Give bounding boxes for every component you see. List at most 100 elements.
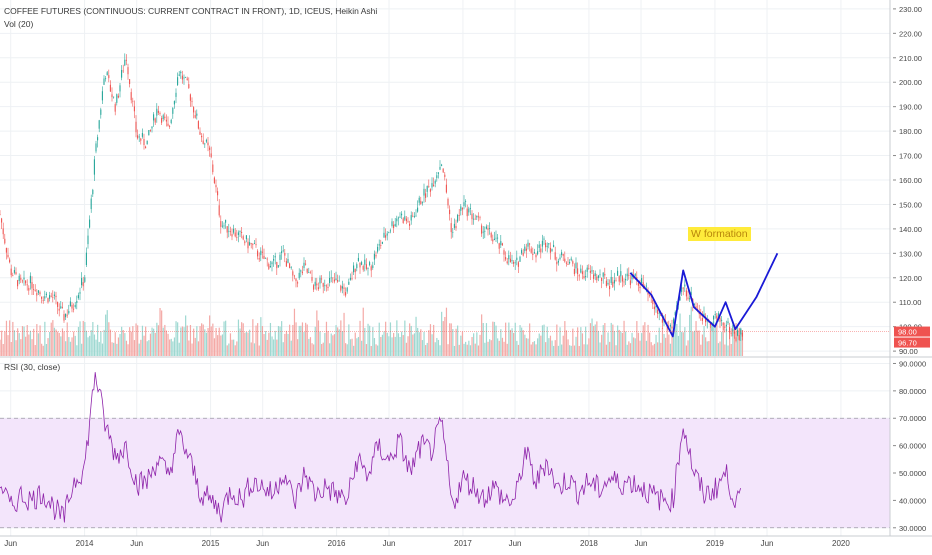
chart-title: COFFEE FUTURES (CONTINUOUS: CURRENT CONT… [4, 6, 378, 16]
candle-body [461, 207, 463, 210]
candle-body [57, 302, 59, 307]
candle-body [529, 243, 531, 245]
volume-bar [354, 332, 356, 356]
volume-bar [177, 322, 179, 356]
candle-body [679, 296, 681, 301]
volume-bar [362, 307, 364, 356]
volume-bar [61, 328, 64, 356]
candle-body [609, 286, 611, 290]
candle-body [74, 304, 76, 308]
candle-body [169, 126, 171, 127]
volume-bar [514, 322, 516, 356]
volume-bar [285, 330, 288, 356]
y-tick-label: 140.00 [899, 225, 922, 234]
candle-body [697, 308, 699, 310]
x-tick-label: 2019 [706, 539, 724, 548]
w-formation-drawing[interactable] [629, 252, 779, 338]
volume-bar [279, 326, 281, 356]
candle-body [36, 293, 38, 296]
candle-body [101, 91, 103, 101]
candle-body [249, 242, 251, 246]
candle-body [333, 279, 335, 282]
rsi-series [0, 372, 741, 523]
candle-body [340, 285, 342, 291]
volume-bar [330, 333, 332, 356]
volume-bar [626, 344, 628, 356]
volume-bar [447, 344, 449, 356]
candle-body [580, 268, 582, 273]
volume-bar [657, 342, 659, 356]
rsi-line [0, 372, 741, 523]
candle-body [477, 216, 479, 218]
volume-bar [477, 345, 480, 356]
volume-bar [1, 330, 3, 356]
candle-body [601, 277, 603, 281]
volume-bar [628, 341, 630, 356]
candle-body [556, 261, 558, 265]
candle-body [77, 295, 79, 299]
volume-bar [493, 321, 496, 356]
candle-body [87, 235, 89, 245]
volume-bar [186, 325, 188, 356]
candle-body [143, 138, 145, 145]
w-formation-label[interactable]: W formation [688, 227, 751, 241]
y-tick-label: 220.00 [899, 29, 922, 38]
candle-body [575, 262, 577, 269]
candle-body [525, 248, 527, 251]
volume-bar [161, 310, 163, 356]
volume-bar [234, 345, 236, 356]
volume-bar [714, 324, 716, 356]
volume-bar [65, 341, 67, 356]
candle-body [177, 77, 179, 85]
volume-bar [85, 330, 88, 356]
candle-body [581, 271, 583, 275]
volume-bar [242, 323, 244, 356]
volume-bar [429, 324, 432, 356]
volume-bar [441, 311, 443, 356]
candle-body [202, 140, 204, 144]
volume-bar [45, 343, 48, 356]
volume-bar [653, 343, 656, 356]
volume-bar [663, 333, 665, 356]
volume-bar [565, 330, 568, 356]
volume-bar [290, 340, 292, 356]
volume-bar [130, 331, 132, 356]
candle-body [418, 197, 420, 203]
volume-bar [345, 343, 347, 356]
volume-bar [231, 339, 233, 356]
candle-body [394, 223, 396, 227]
volume-bar [610, 322, 612, 356]
volume-bar [7, 335, 9, 356]
candle-body [540, 248, 542, 253]
volume-bar [183, 327, 185, 356]
volume-bar [215, 328, 217, 356]
volume-bar [601, 334, 603, 356]
candle-body [538, 244, 540, 248]
candle-body [420, 200, 422, 205]
candle-body [164, 116, 166, 119]
candle-body [63, 314, 65, 321]
candle-body [425, 193, 427, 198]
volume-bar [650, 342, 652, 356]
candle-body [301, 271, 303, 274]
candle-body [93, 159, 95, 175]
candle-body [426, 185, 428, 192]
volume-bar [591, 318, 593, 356]
candle-body [681, 287, 683, 292]
candle-body [287, 258, 289, 263]
candle-body [338, 280, 340, 282]
volume-bar [521, 327, 523, 356]
candle-body [434, 180, 436, 184]
y-tick-label: 170.00 [899, 152, 922, 161]
volume-bar [335, 325, 337, 356]
candle-body [455, 226, 457, 229]
volume-bar [549, 335, 552, 356]
candle-body [15, 272, 17, 275]
candle-body [116, 94, 118, 103]
volume-bar [548, 338, 550, 356]
volume-bar [154, 332, 156, 356]
volume-bar [36, 324, 38, 356]
volume-bar [508, 322, 510, 356]
candle-body [591, 270, 593, 272]
